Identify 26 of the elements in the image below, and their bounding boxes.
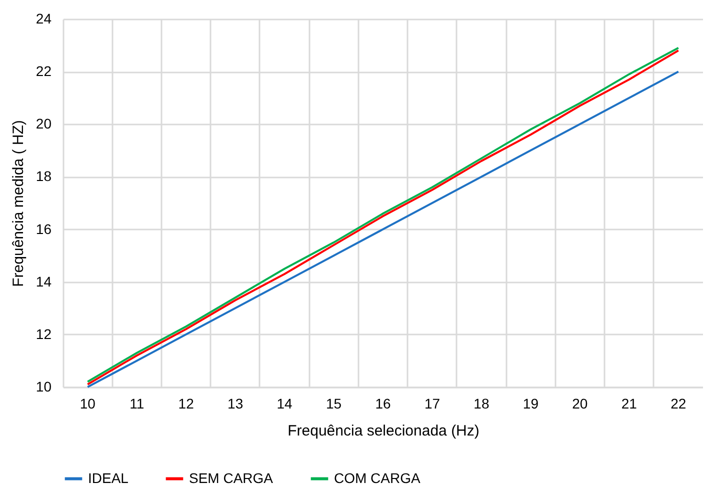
y-tick-label: 12	[36, 326, 52, 342]
y-tick-label: 24	[36, 10, 52, 26]
y-tick-label: 20	[36, 116, 52, 132]
x-tick-label: 22	[670, 396, 686, 412]
x-tick-label: 21	[621, 396, 638, 412]
x-tick-label: 15	[326, 396, 342, 412]
legend-label: IDEAL	[88, 470, 129, 486]
x-tick-label: 17	[424, 396, 440, 412]
legend-label: COM CARGA	[334, 470, 421, 486]
legend-label: SEM CARGA	[189, 470, 274, 486]
y-tick-label: 16	[36, 220, 52, 237]
x-tick-label: 12	[178, 396, 194, 412]
y-tick-label: 10	[36, 378, 52, 394]
x-tick-label: 14	[276, 396, 293, 412]
x-tick-label: 13	[228, 396, 244, 412]
x-tick-label: 16	[375, 396, 391, 412]
y-tick-label: 22	[36, 63, 52, 80]
y-tick-label: 14	[36, 273, 52, 290]
x-tick-label: 11	[130, 396, 144, 412]
x-tick-label: 18	[474, 396, 490, 412]
y-tick-label: 18	[36, 168, 52, 184]
x-tick-label: 19	[522, 396, 539, 412]
y-axis-title: Frequência medida ( HZ)	[10, 120, 27, 287]
x-tick-label: 20	[572, 396, 588, 412]
x-tick-label: 10	[80, 396, 96, 412]
x-axis-title: Frequência selecionada (Hz)	[288, 422, 480, 440]
